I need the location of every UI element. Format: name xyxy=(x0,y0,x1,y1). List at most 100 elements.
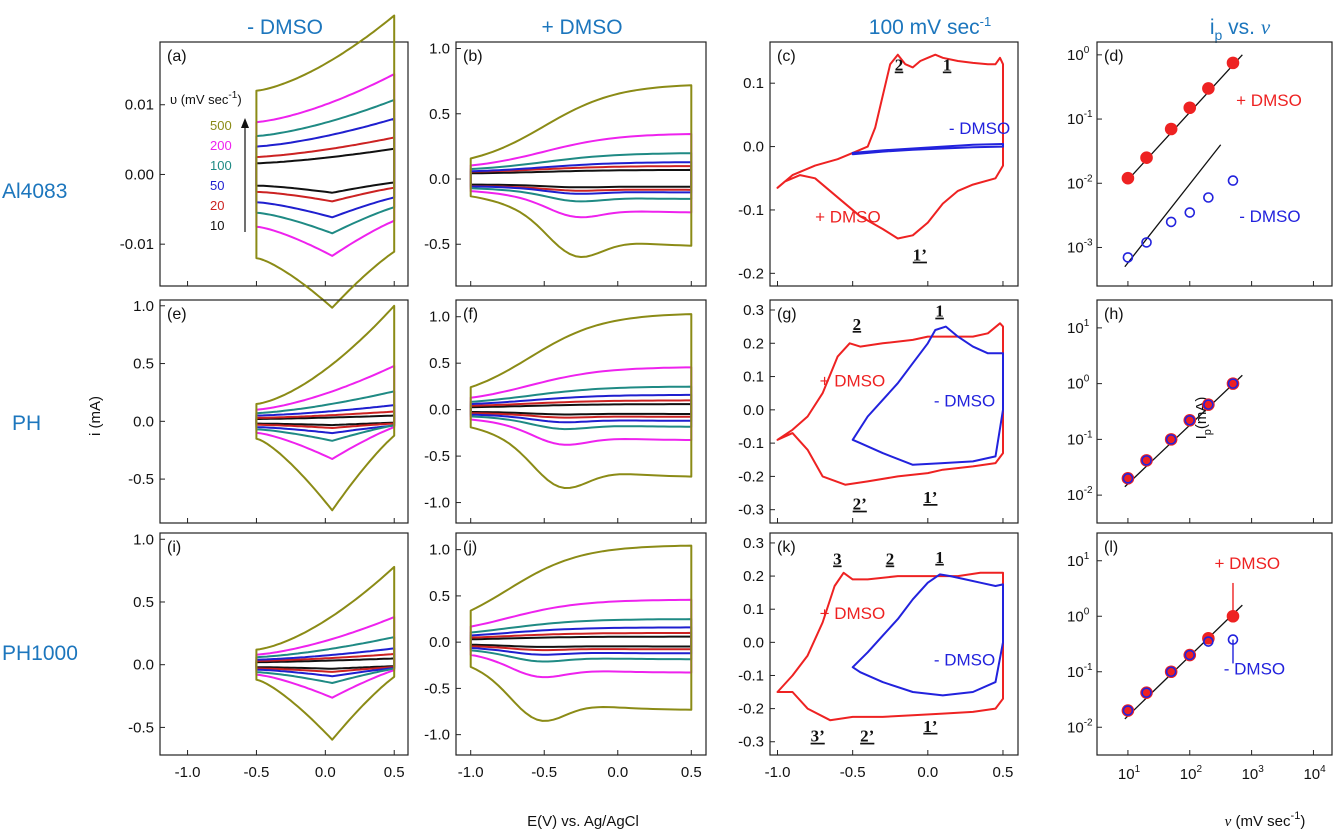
annotation: + DMSO xyxy=(1215,554,1281,573)
y-tick-label: -0.2 xyxy=(738,265,764,282)
data-point xyxy=(1184,414,1196,426)
cv-curve--dmso xyxy=(851,573,1004,697)
y-tick-label: 1.0 xyxy=(429,542,450,559)
legend-entry: 100 xyxy=(210,158,232,173)
y-tick-label: -0.2 xyxy=(738,701,764,718)
panel-c: (c) -0.2 -0.1 0.0 0.1 2 1 1’ - DMSO + DMSO xyxy=(738,41,1019,287)
panel-l: (l) 10-2 10-1 100 101 101 102 103 104 + DMSO - DMS… xyxy=(1067,532,1333,783)
annotation: 1’ xyxy=(913,246,927,265)
data-point xyxy=(1202,398,1215,411)
cv-curve-10 xyxy=(469,168,693,189)
y-tick-label: 10-2 xyxy=(1067,485,1093,504)
y-tick-label: 0.1 xyxy=(743,369,764,386)
y-tick-label: -0.1 xyxy=(738,667,764,684)
y-tick-label: 101 xyxy=(1067,318,1090,337)
panel-a: (a) -0.01 0.00 0.01 υ (mV sec-1) 500 200 100 50 2… xyxy=(120,14,409,309)
legend-entry: 500 xyxy=(210,118,232,133)
legend-arrowhead xyxy=(241,118,249,128)
annotation: 1 xyxy=(935,548,944,567)
data-point xyxy=(1141,687,1152,698)
cv-curve-500 xyxy=(255,304,396,512)
data-point xyxy=(1184,207,1196,218)
panel-frame xyxy=(1096,41,1333,287)
panel-j: (j) -1.0 -0.5 0.0 0.5 1.0 -1.0 -0.5 0.0 0.5 xyxy=(424,532,707,781)
y-tick-label: -0.3 xyxy=(738,502,764,519)
data-point xyxy=(1121,704,1135,717)
x-tick-label: 0.5 xyxy=(681,764,702,781)
row-label-ph1000: PH1000 xyxy=(2,642,78,665)
panel-label: (k) xyxy=(777,539,796,556)
data-point xyxy=(1164,433,1178,446)
cv-curve-20 xyxy=(469,631,693,652)
panel-frame xyxy=(159,532,409,756)
panel-label: (a) xyxy=(167,48,187,65)
x-tick-label: -0.5 xyxy=(840,764,866,781)
data-point xyxy=(1202,82,1215,95)
panel-e: (e) -0.5 0.0 0.5 1.0 xyxy=(128,298,409,524)
data-point xyxy=(1183,648,1197,662)
panel-frame xyxy=(159,299,409,524)
panel-frame xyxy=(769,299,1019,524)
panel-label: (j) xyxy=(463,539,477,556)
data-point xyxy=(1121,472,1135,485)
x-tick-label: -1.0 xyxy=(765,764,791,781)
cv-curve--dmso xyxy=(776,571,1004,722)
y-tick-label: 0.0 xyxy=(429,634,450,651)
data-point xyxy=(1122,252,1134,263)
data-point xyxy=(1226,377,1240,390)
y-tick-label: -1.0 xyxy=(424,727,450,744)
cv-curve-100 xyxy=(469,618,693,663)
cv-curve-50 xyxy=(469,626,693,656)
y-tick-label: -0.1 xyxy=(738,202,764,219)
y-tick-label: -0.1 xyxy=(738,435,764,452)
annotation: 2 xyxy=(895,56,904,75)
panel-frame xyxy=(1096,299,1333,524)
y-tick-label: 0.3 xyxy=(743,302,764,319)
legend-entry: 20 xyxy=(210,198,224,213)
panel-d: (d) 10-3 10-2 10-1 100 + DMSO - DMSO xyxy=(1067,41,1333,287)
panel-frame xyxy=(455,41,707,287)
panel-label: (e) xyxy=(167,306,187,323)
x-tick-label: 0.5 xyxy=(384,764,405,781)
annotation: - DMSO xyxy=(1224,660,1285,679)
legend-entry: 200 xyxy=(210,138,232,153)
y-tick-label: 1.0 xyxy=(429,41,450,58)
panel-i: (i) -0.5 0.0 0.5 1.0 -1.0 -0.5 0.0 0.5 xyxy=(128,531,409,781)
y-tick-label: 10-3 xyxy=(1067,237,1093,256)
panel-g: (g) -0.3 -0.2 -0.1 0.0 0.1 0.2 0.3 2 1 2’ 1’ + DMSO -… xyxy=(738,299,1019,524)
data-point xyxy=(1183,413,1197,427)
cv-curve-500 xyxy=(469,84,693,258)
cv-curve--dmso xyxy=(851,143,1004,156)
legend-entry: 10 xyxy=(210,218,224,233)
y-axis-title: i (mA) xyxy=(87,396,104,436)
fit-line xyxy=(1124,604,1243,720)
y-tick-label: 1.0 xyxy=(133,298,154,315)
cv-curve-500 xyxy=(255,14,396,309)
y-tick-label: 0.1 xyxy=(743,601,764,618)
data-point xyxy=(1121,171,1135,185)
y-tick-label: 0.0 xyxy=(429,402,450,419)
annotation: + DMSO xyxy=(815,208,881,227)
y-tick-label: -0.5 xyxy=(424,236,450,253)
v-axis-title: v (mV sec-1) xyxy=(1225,810,1306,830)
col-title-minus-dmso: - DMSO xyxy=(247,16,323,39)
panel-f: (f) -1.0 -0.5 0.0 0.5 1.0 xyxy=(424,299,707,524)
fit-line xyxy=(1124,144,1222,268)
cv-curve--dmso xyxy=(776,322,1004,486)
y-tick-label: -0.2 xyxy=(738,468,764,485)
y-tick-label: -0.01 xyxy=(120,236,154,253)
y-tick-label: 0.0 xyxy=(743,139,764,156)
y-tick-label: 10-2 xyxy=(1067,173,1093,192)
y-tick-label: 0.0 xyxy=(133,413,154,430)
col-title-ip-vs-v: ip vs. v xyxy=(1210,15,1271,43)
panel-frame xyxy=(159,41,409,287)
annotation: 3’ xyxy=(811,727,825,746)
x-tick-label: -0.5 xyxy=(244,764,270,781)
cv-curve--dmso xyxy=(776,53,1004,240)
data-point xyxy=(1164,122,1178,136)
x-tick-label: -1.0 xyxy=(175,764,201,781)
y-tick-label: -0.3 xyxy=(738,734,764,751)
y-tick-label: -0.5 xyxy=(424,448,450,465)
panel-frame xyxy=(455,299,707,524)
panel-label: (g) xyxy=(777,306,797,323)
